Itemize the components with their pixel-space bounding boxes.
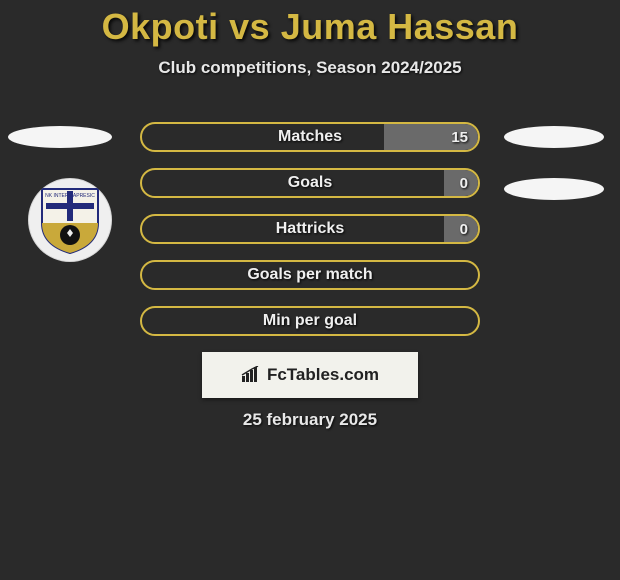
club-badge: NK INTER ZAPRESIC (28, 178, 112, 262)
stat-bars: Matches 15 Goals 0 Hattricks 0 Goals per… (140, 122, 480, 352)
fctables-logo: FcTables.com (202, 352, 418, 398)
svg-text:NK INTER ZAPRESIC: NK INTER ZAPRESIC (45, 193, 95, 199)
stat-bar-goals: Goals 0 (140, 168, 480, 198)
stat-bar-label: Goals per match (142, 262, 478, 288)
stat-bar-label: Goals (142, 170, 478, 196)
stat-bar-label: Hattricks (142, 216, 478, 242)
stat-bar-label: Min per goal (142, 308, 478, 334)
stat-bar-value-right: 0 (460, 216, 468, 242)
bar-chart-icon (241, 366, 263, 384)
player-photo-left-placeholder (8, 126, 112, 148)
date-text: 25 february 2025 (0, 410, 620, 430)
stat-bar-matches: Matches 15 (140, 122, 480, 152)
page-title: Okpoti vs Juma Hassan (0, 0, 620, 48)
stat-bar-value-right: 0 (460, 170, 468, 196)
stat-bar-min-per-goal: Min per goal (140, 306, 480, 336)
stat-bar-hattricks: Hattricks 0 (140, 214, 480, 244)
player-photo-right-placeholder-1 (504, 126, 604, 148)
fctables-logo-text: FcTables.com (267, 365, 379, 385)
player-photo-right-placeholder-2 (504, 178, 604, 200)
stat-bar-label: Matches (142, 124, 478, 150)
subtitle: Club competitions, Season 2024/2025 (0, 58, 620, 78)
club-badge-svg: NK INTER ZAPRESIC (40, 185, 100, 255)
stat-bar-value-right: 15 (451, 124, 468, 150)
stat-bar-goals-per-match: Goals per match (140, 260, 480, 290)
